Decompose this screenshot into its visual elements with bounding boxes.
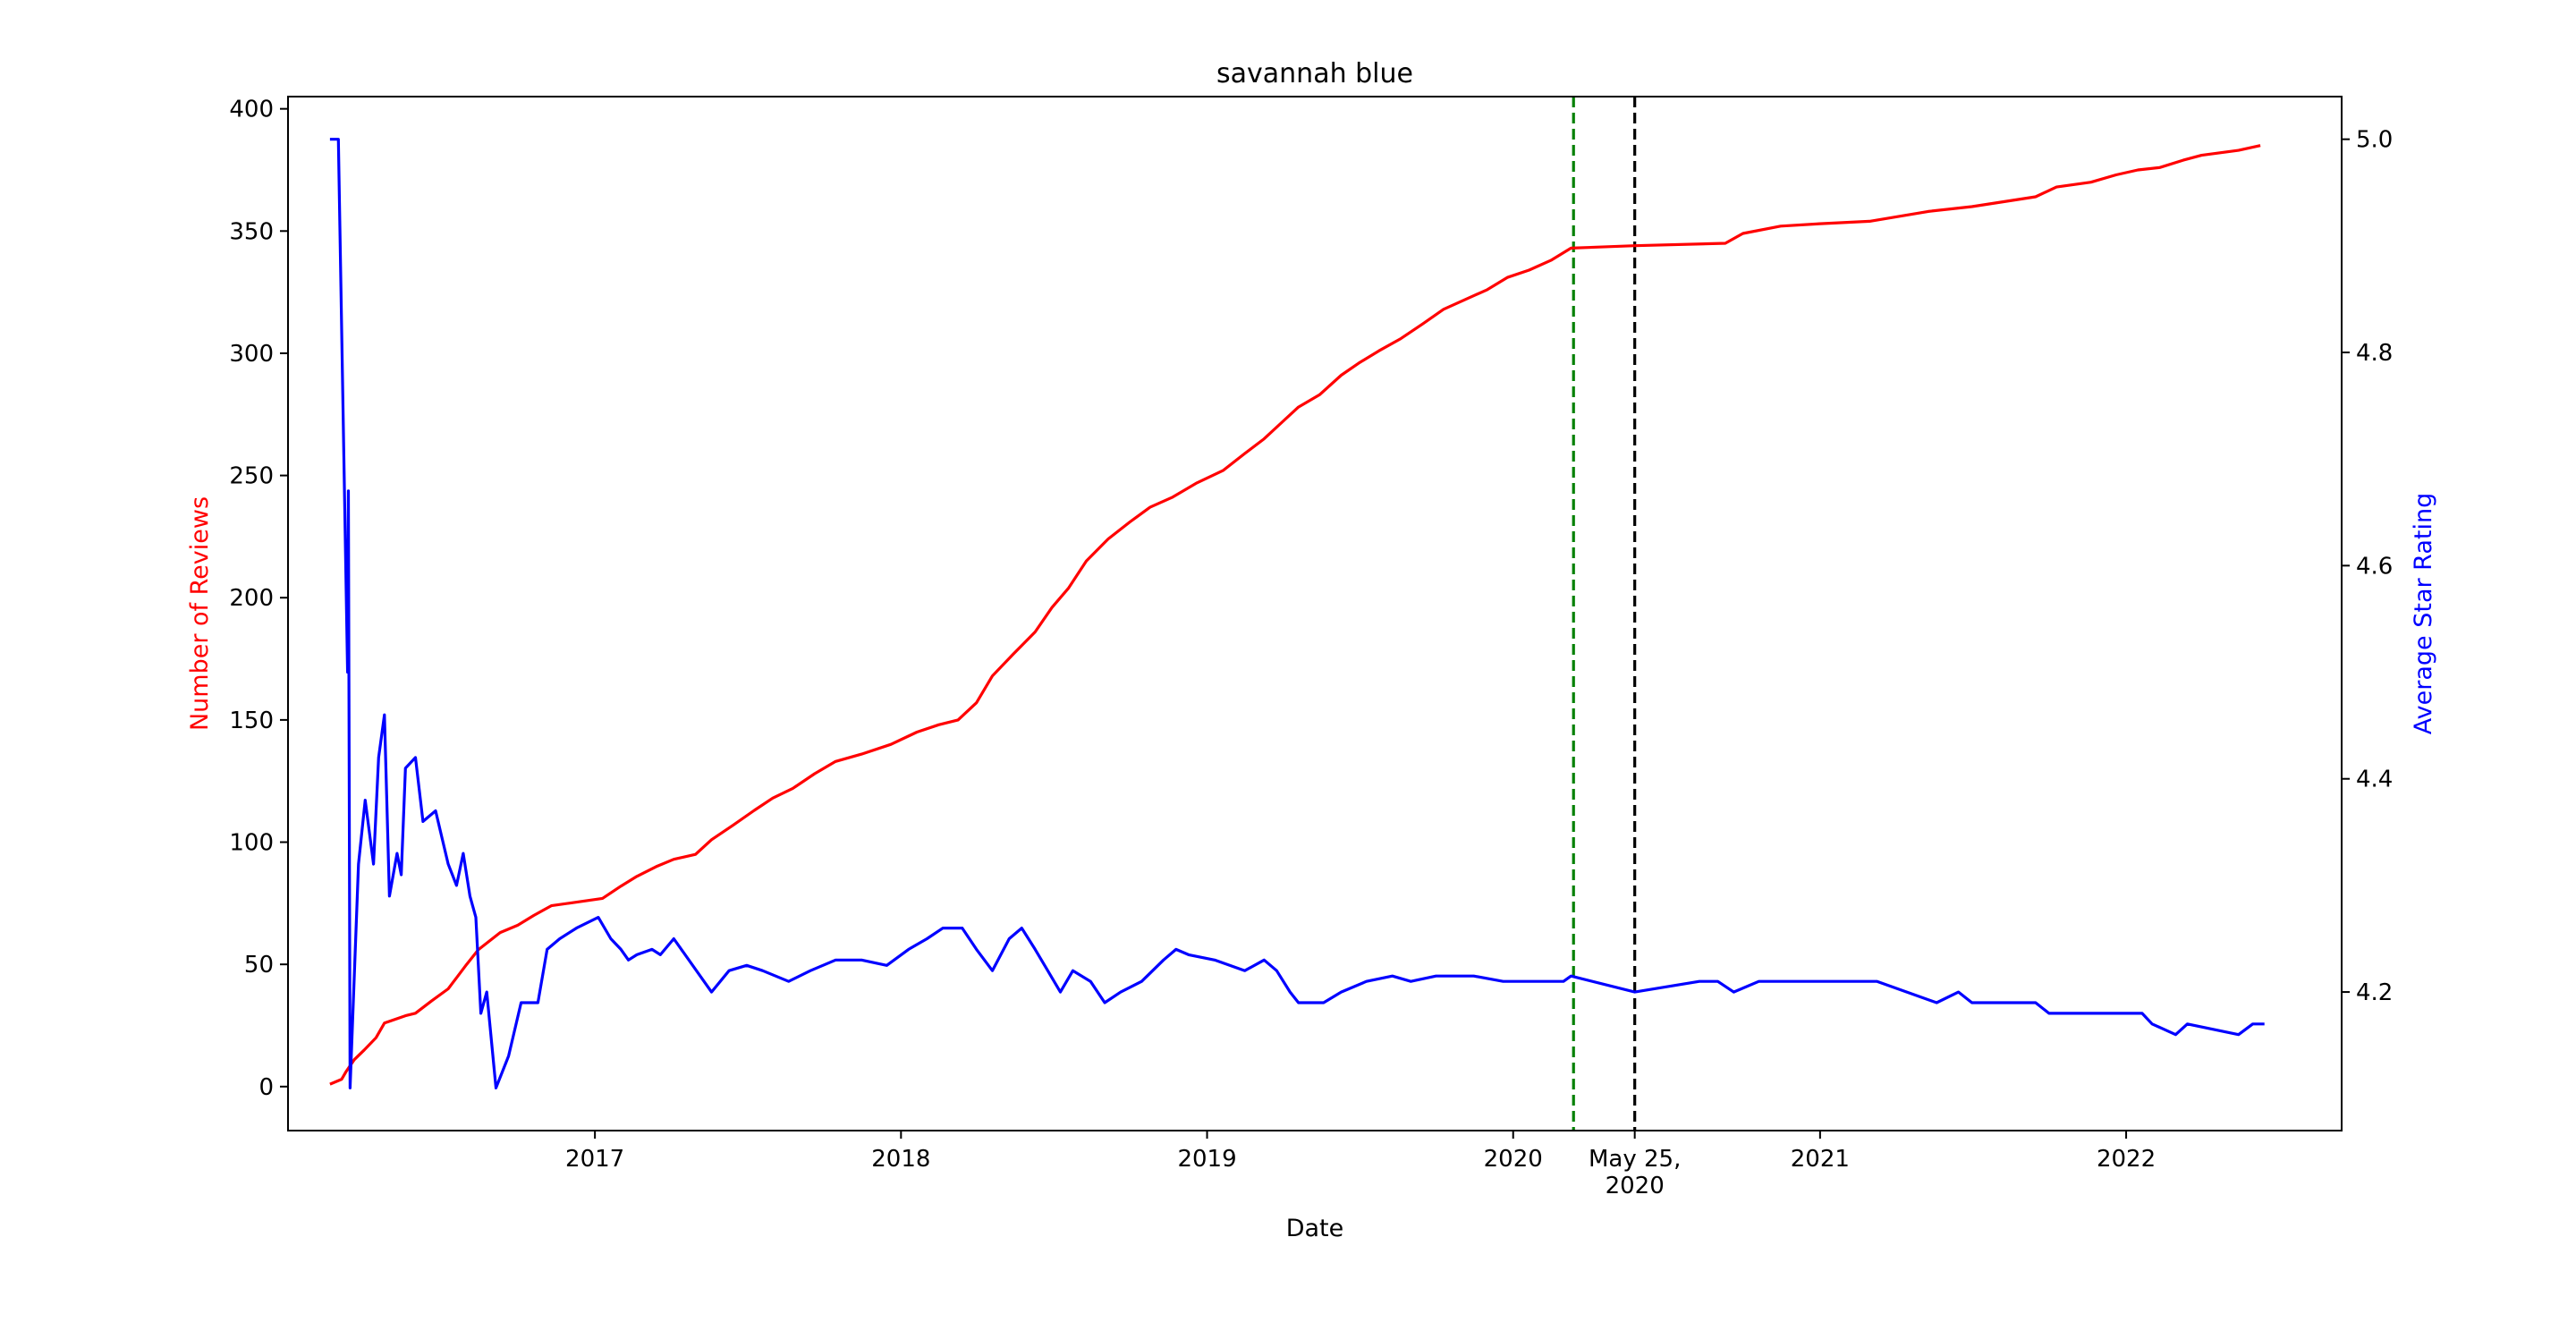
chart-title: savannah blue: [1216, 58, 1413, 89]
x-tick-label: 2020: [1484, 1146, 1543, 1173]
left-y-tick-label: 50: [244, 952, 274, 979]
reference-lines: [1572, 97, 1637, 1131]
left-y-axis: 0 50 100 150 200 250 300 350 400: [229, 97, 288, 1101]
x-tick-label: 2018: [871, 1146, 930, 1173]
left-y-tick-label: 150: [229, 708, 274, 734]
series-lines: [329, 138, 2265, 1089]
plot-area: [329, 97, 2265, 1131]
left-y-tick-label: 0: [258, 1074, 274, 1101]
right-y-axis: 4.2 4.4 4.6 4.8 5.0: [2342, 127, 2393, 1006]
right-y-tick-label: 4.4: [2356, 767, 2393, 793]
series-line-reviews: [329, 144, 2261, 1086]
left-y-tick-label: 350: [229, 218, 274, 245]
x-tick-label: 2017: [565, 1146, 624, 1173]
right-y-tick-label: 4.8: [2356, 340, 2393, 367]
right-y-tick-label: 4.2: [2356, 979, 2393, 1006]
x-axis-label: Date: [1286, 1215, 1344, 1242]
left-y-axis-label: Number of Reviews: [186, 496, 214, 731]
left-y-tick-label: 400: [229, 97, 274, 123]
x-tick-label: May 25,: [1589, 1146, 1681, 1173]
left-y-tick-label: 100: [229, 830, 274, 857]
left-y-tick-label: 300: [229, 341, 274, 368]
series-line-rating: [329, 138, 2265, 1089]
right-y-tick-label: 4.6: [2356, 553, 2393, 580]
x-tick-label: 2019: [1177, 1146, 1236, 1173]
right-y-tick-label: 5.0: [2356, 127, 2393, 154]
x-tick-label-line2: 2020: [1606, 1173, 1665, 1199]
left-y-tick-label: 200: [229, 585, 274, 612]
x-tick-label: 2022: [2097, 1146, 2156, 1173]
right-y-axis-label: Average Star Rating: [2410, 493, 2437, 734]
x-tick-label: 2021: [1791, 1146, 1850, 1173]
left-y-tick-label: 250: [229, 463, 274, 490]
axes-frame: [287, 96, 2343, 1131]
